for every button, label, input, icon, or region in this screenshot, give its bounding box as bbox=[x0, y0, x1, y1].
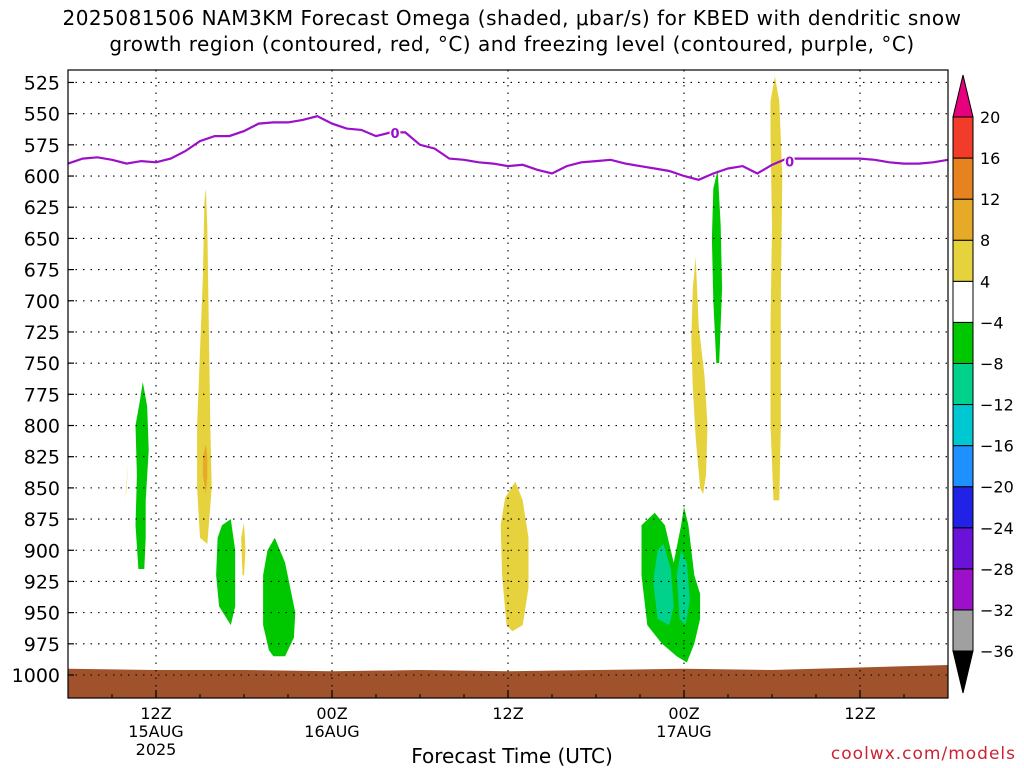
colorbar-label: −12 bbox=[980, 396, 1014, 415]
terrain-fill bbox=[68, 665, 948, 698]
omega-region-2 bbox=[125, 462, 129, 501]
y-tick-label: 700 bbox=[24, 291, 60, 313]
freezing-level-line bbox=[67, 115, 949, 181]
omega-region-5 bbox=[216, 519, 236, 626]
colorbar-label: −16 bbox=[980, 437, 1014, 456]
colorbar-box bbox=[952, 568, 974, 611]
x-axis-label: Forecast Time (UTC) bbox=[411, 744, 613, 768]
y-tick-label: 800 bbox=[24, 416, 60, 438]
colorbar-box bbox=[952, 445, 974, 488]
colorbar-box bbox=[952, 116, 974, 159]
y-tick-label: 925 bbox=[24, 571, 60, 593]
colorbar-label: 4 bbox=[980, 272, 990, 291]
x-tick-label: 12Z bbox=[492, 704, 523, 723]
x-tick-label: 15AUG bbox=[128, 722, 183, 741]
colorbar: −36 −32 −28 −24 −20 −16 −12 −8 −4 4 8 12 16 20 bbox=[952, 74, 1014, 694]
credit-text: coolwx.com/models bbox=[830, 744, 1016, 764]
y-tick-label: 650 bbox=[24, 228, 60, 250]
colorbar-label: 12 bbox=[980, 190, 1000, 209]
y-tick-label: 975 bbox=[24, 634, 60, 656]
colorbar-box bbox=[952, 527, 974, 570]
colorbar-label: 8 bbox=[980, 231, 990, 250]
colorbar-bottom-triangle bbox=[952, 650, 974, 694]
y-tick-label: 1000 bbox=[12, 665, 60, 687]
omega-region-12 bbox=[691, 257, 708, 495]
colorbar-label: −36 bbox=[980, 642, 1014, 661]
colorbar-label: −28 bbox=[980, 560, 1014, 579]
omega-region-10 bbox=[653, 544, 674, 626]
colorbar-label: −4 bbox=[980, 313, 1004, 332]
y-tick-label: 875 bbox=[24, 509, 60, 531]
y-tick-label: 750 bbox=[24, 353, 60, 375]
colorbar-box bbox=[952, 157, 974, 200]
x-tick-label: 00Z bbox=[316, 704, 347, 723]
colorbar-box bbox=[952, 239, 974, 282]
omega-region-8 bbox=[500, 481, 529, 632]
y-tick-label: 725 bbox=[24, 322, 60, 344]
omega-region-13 bbox=[711, 169, 723, 364]
colorbar-label: −24 bbox=[980, 519, 1014, 538]
colorbar-box bbox=[952, 404, 974, 447]
colorbar-box bbox=[952, 362, 974, 406]
y-tick-label: 525 bbox=[24, 72, 60, 94]
x-tick-label: 2025 bbox=[136, 740, 177, 759]
chart-title-line-1: 2025081506 NAM3KM Forecast Omega (shaded… bbox=[62, 6, 962, 30]
y-tick-label: 675 bbox=[24, 260, 60, 282]
x-tick-label: 12Z bbox=[140, 704, 171, 723]
x-tick-label: 16AUG bbox=[304, 722, 359, 741]
colorbar-label: 16 bbox=[980, 149, 1000, 168]
y-tick-label: 575 bbox=[24, 135, 60, 157]
x-tick-label: 00Z bbox=[668, 704, 699, 723]
colorbar-box bbox=[952, 198, 974, 241]
y-tick-label: 550 bbox=[24, 104, 60, 126]
freezing-level-contour-label: 0 bbox=[391, 127, 400, 142]
freezing-level-contour-label: 0 bbox=[785, 156, 794, 171]
omega-region-11 bbox=[676, 550, 690, 626]
colorbar-box bbox=[952, 609, 974, 652]
y-tick-label: 900 bbox=[24, 540, 60, 562]
y-tick-label: 600 bbox=[24, 166, 60, 188]
omega-region-14 bbox=[770, 76, 783, 501]
colorbar-label: −20 bbox=[980, 478, 1014, 497]
y-tick-label: 850 bbox=[24, 478, 60, 500]
y-tick-label: 950 bbox=[24, 603, 60, 625]
omega-region-7 bbox=[263, 537, 296, 657]
colorbar-label: −32 bbox=[980, 601, 1014, 620]
y-tick-label: 625 bbox=[24, 197, 60, 219]
colorbar-box bbox=[952, 486, 974, 529]
chart-title-line-2: growth region (contoured, red, °C) and f… bbox=[109, 32, 915, 56]
omega-region-1 bbox=[135, 381, 149, 569]
y-tick-label: 825 bbox=[24, 447, 60, 469]
colorbar-box bbox=[952, 321, 974, 364]
terrain-layer bbox=[68, 665, 948, 698]
x-tick-label: 17AUG bbox=[656, 722, 711, 741]
y-axis-ticks: 525 550 575 600 625 650 675 700 725 750 775 800 825 8… bbox=[12, 72, 74, 687]
freezing-level-layer: 00 bbox=[67, 115, 949, 181]
omega-region-6 bbox=[241, 522, 246, 576]
omega-region-3 bbox=[197, 188, 212, 544]
colorbar-top-triangle bbox=[952, 74, 974, 118]
y-tick-label: 775 bbox=[24, 384, 60, 406]
x-tick-label: 12Z bbox=[844, 704, 875, 723]
omega-shading-layer bbox=[125, 76, 783, 663]
colorbar-label: −8 bbox=[980, 354, 1004, 373]
colorbar-label: 20 bbox=[980, 108, 1000, 127]
colorbar-box bbox=[952, 280, 974, 323]
